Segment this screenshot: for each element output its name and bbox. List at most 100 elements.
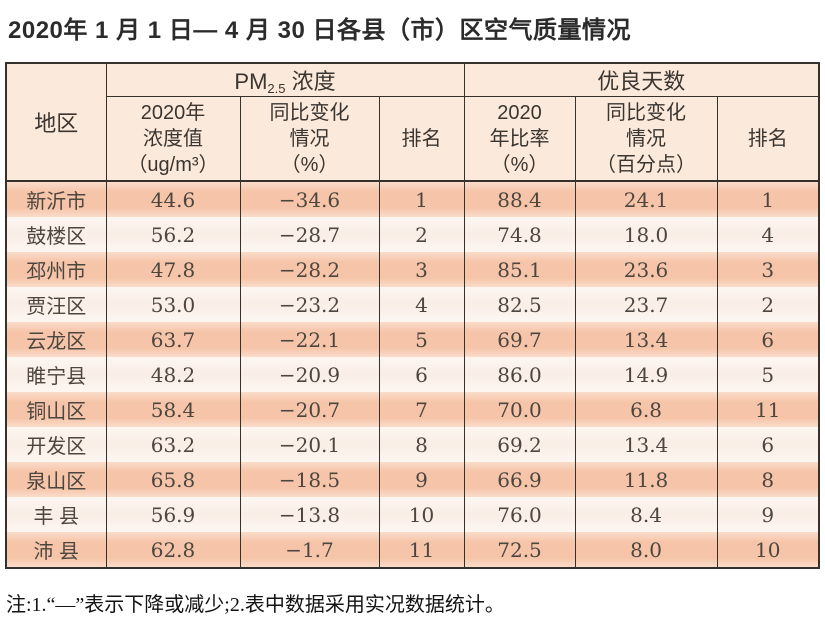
pm-rank-cell: 4	[378, 287, 465, 322]
region-cell: 铜山区	[5, 392, 107, 427]
days-ratio-cell: 69.2	[463, 427, 576, 462]
group-header-row: 地区 PM2.5 浓度 优良天数	[5, 63, 820, 182]
days-rank-cell: 9	[716, 497, 820, 532]
days-rank-cell: 6	[716, 427, 820, 462]
pm-rank-cell: 9	[378, 462, 465, 497]
table-body: 新沂市 44.6 −34.6 1 88.4 24.1 1 鼓楼区 56.2 −2…	[5, 181, 820, 568]
days-change-cell: 23.6	[574, 252, 718, 287]
days-ratio-header: 2020 年比率 （%）	[463, 96, 576, 182]
table-row: 邳州市 47.8 −28.2 3 85.1 23.6 3	[5, 252, 820, 287]
pm-value-cell: 47.8	[105, 252, 241, 287]
days-change-cell: 6.8	[574, 392, 718, 427]
pm-rank-cell: 6	[378, 357, 465, 392]
days-change-cell: 24.1	[574, 181, 718, 217]
days-ratio-cell: 86.0	[463, 357, 576, 392]
region-cell: 开发区	[5, 427, 107, 462]
pm-rank-cell: 1	[378, 181, 465, 217]
pm-change-cell: −23.2	[239, 287, 380, 322]
pm-change-cell: −20.1	[239, 427, 380, 462]
days-ratio-cell: 85.1	[463, 252, 576, 287]
table-row: 丰 县 56.9 −13.8 10 76.0 8.4 9	[5, 497, 820, 532]
region-cell: 邳州市	[5, 252, 107, 287]
pm-change-cell: −20.9	[239, 357, 380, 392]
days-rank-cell: 11	[716, 392, 820, 427]
table-row: 开发区 63.2 −20.1 8 69.2 13.4 6	[5, 427, 820, 462]
pm-value-header: 2020年 浓度值 （ug/m³）	[105, 96, 241, 182]
region-cell: 云龙区	[5, 322, 107, 357]
table-row: 新沂市 44.6 −34.6 1 88.4 24.1 1	[5, 181, 820, 217]
pm-value-cell: 56.2	[105, 217, 241, 252]
days-change-header: 同比变化 情况 （百分点）	[574, 96, 718, 182]
days-change-cell: 11.8	[574, 462, 718, 497]
days-change-header-label: 同比变化 情况 （百分点）	[596, 101, 697, 176]
days-rank-cell: 8	[716, 462, 820, 497]
pm-value-cell: 48.2	[105, 357, 241, 392]
days-change-cell: 14.9	[574, 357, 718, 392]
pm-value-cell: 62.8	[105, 532, 241, 568]
days-rank-cell: 1	[716, 181, 820, 217]
pm-change-header-label: 同比变化 情况 （%）	[269, 101, 350, 176]
pm-value-header-label: 2020年 浓度值 （ug/m³）	[127, 101, 219, 176]
days-change-cell: 18.0	[574, 217, 718, 252]
table-row: 鼓楼区 56.2 −28.7 2 74.8 18.0 4	[5, 217, 820, 252]
days-ratio-cell: 66.9	[463, 462, 576, 497]
days-change-cell: 13.4	[574, 322, 718, 357]
pm-value-cell: 56.9	[105, 497, 241, 532]
pm-change-cell: −22.1	[239, 322, 380, 357]
pm-value-cell: 63.2	[105, 427, 241, 462]
days-ratio-cell: 70.0	[463, 392, 576, 427]
pm-change-cell: −20.7	[239, 392, 380, 427]
pm-change-header: 同比变化 情况 （%）	[239, 96, 380, 182]
days-ratio-cell: 69.7	[463, 322, 576, 357]
pm-rank-cell: 3	[378, 252, 465, 287]
days-rank-cell: 2	[716, 287, 820, 322]
days-rank-header: 排名	[716, 96, 820, 182]
table-row: 贾汪区 53.0 −23.2 4 82.5 23.7 2	[5, 287, 820, 322]
pm25-label-subscript: 2.5	[267, 81, 286, 96]
pm-rank-cell: 5	[378, 322, 465, 357]
region-cell: 沛 县	[5, 532, 107, 568]
footnote: 注:1.“—”表示下降或减少;2.表中数据采用实况数据统计。	[6, 594, 505, 616]
days-ratio-cell: 76.0	[463, 497, 576, 532]
pm-change-cell: −1.7	[239, 532, 380, 568]
days-rank-cell: 10	[716, 532, 820, 568]
pm-rank-cell: 11	[378, 532, 465, 568]
pm-change-cell: −28.2	[239, 252, 380, 287]
pm-rank-header: 排名	[378, 96, 465, 182]
days-change-cell: 8.0	[574, 532, 718, 568]
table-header: 地区 PM2.5 浓度 优良天数 2020年 浓度值 （ug/m³） 同比变化 …	[5, 63, 820, 182]
sub-header-row: 2020年 浓度值 （ug/m³） 同比变化 情况 （%） 排名 2020 年比…	[6, 96, 820, 182]
region-cell: 贾汪区	[5, 287, 107, 322]
table-row: 睢宁县 48.2 −20.9 6 86.0 14.9 5	[5, 357, 820, 392]
days-rank-cell: 6	[716, 322, 820, 357]
table-row: 云龙区 63.7 −22.1 5 69.7 13.4 6	[5, 322, 820, 357]
region-cell: 泉山区	[5, 462, 107, 497]
table-row: 铜山区 58.4 −20.7 7 70.0 6.8 11	[5, 392, 820, 427]
days-change-cell: 13.4	[574, 427, 718, 462]
days-ratio-header-label: 2020 年比率 （%）	[489, 101, 550, 176]
days-ratio-cell: 72.5	[463, 532, 576, 568]
days-ratio-cell: 82.5	[463, 287, 576, 322]
table-row: 沛 县 62.8 −1.7 11 72.5 8.0 10	[5, 532, 820, 568]
air-quality-table: 地区 PM2.5 浓度 优良天数 2020年 浓度值 （ug/m³） 同比变化 …	[5, 62, 821, 569]
pm-value-cell: 58.4	[105, 392, 241, 427]
pm-change-cell: −28.7	[239, 217, 380, 252]
pm-rank-cell: 8	[378, 427, 465, 462]
pm-rank-cell: 10	[378, 497, 465, 532]
days-rank-cell: 4	[716, 217, 820, 252]
region-cell: 鼓楼区	[5, 217, 107, 252]
good-days-group-header: 优良天数	[463, 63, 820, 97]
days-change-cell: 8.4	[574, 497, 718, 532]
region-cell: 新沂市	[5, 181, 107, 217]
days-ratio-cell: 74.8	[463, 217, 576, 252]
pm-value-cell: 63.7	[105, 322, 241, 357]
pm-change-cell: −13.8	[239, 497, 380, 532]
region-column-header: 地区	[5, 63, 107, 182]
pm25-group-header: PM2.5 浓度	[105, 63, 465, 97]
region-cell: 丰 县	[5, 497, 107, 532]
days-ratio-cell: 88.4	[463, 181, 576, 217]
pm-value-cell: 53.0	[105, 287, 241, 322]
region-cell: 睢宁县	[5, 357, 107, 392]
pm-change-cell: −34.6	[239, 181, 380, 217]
